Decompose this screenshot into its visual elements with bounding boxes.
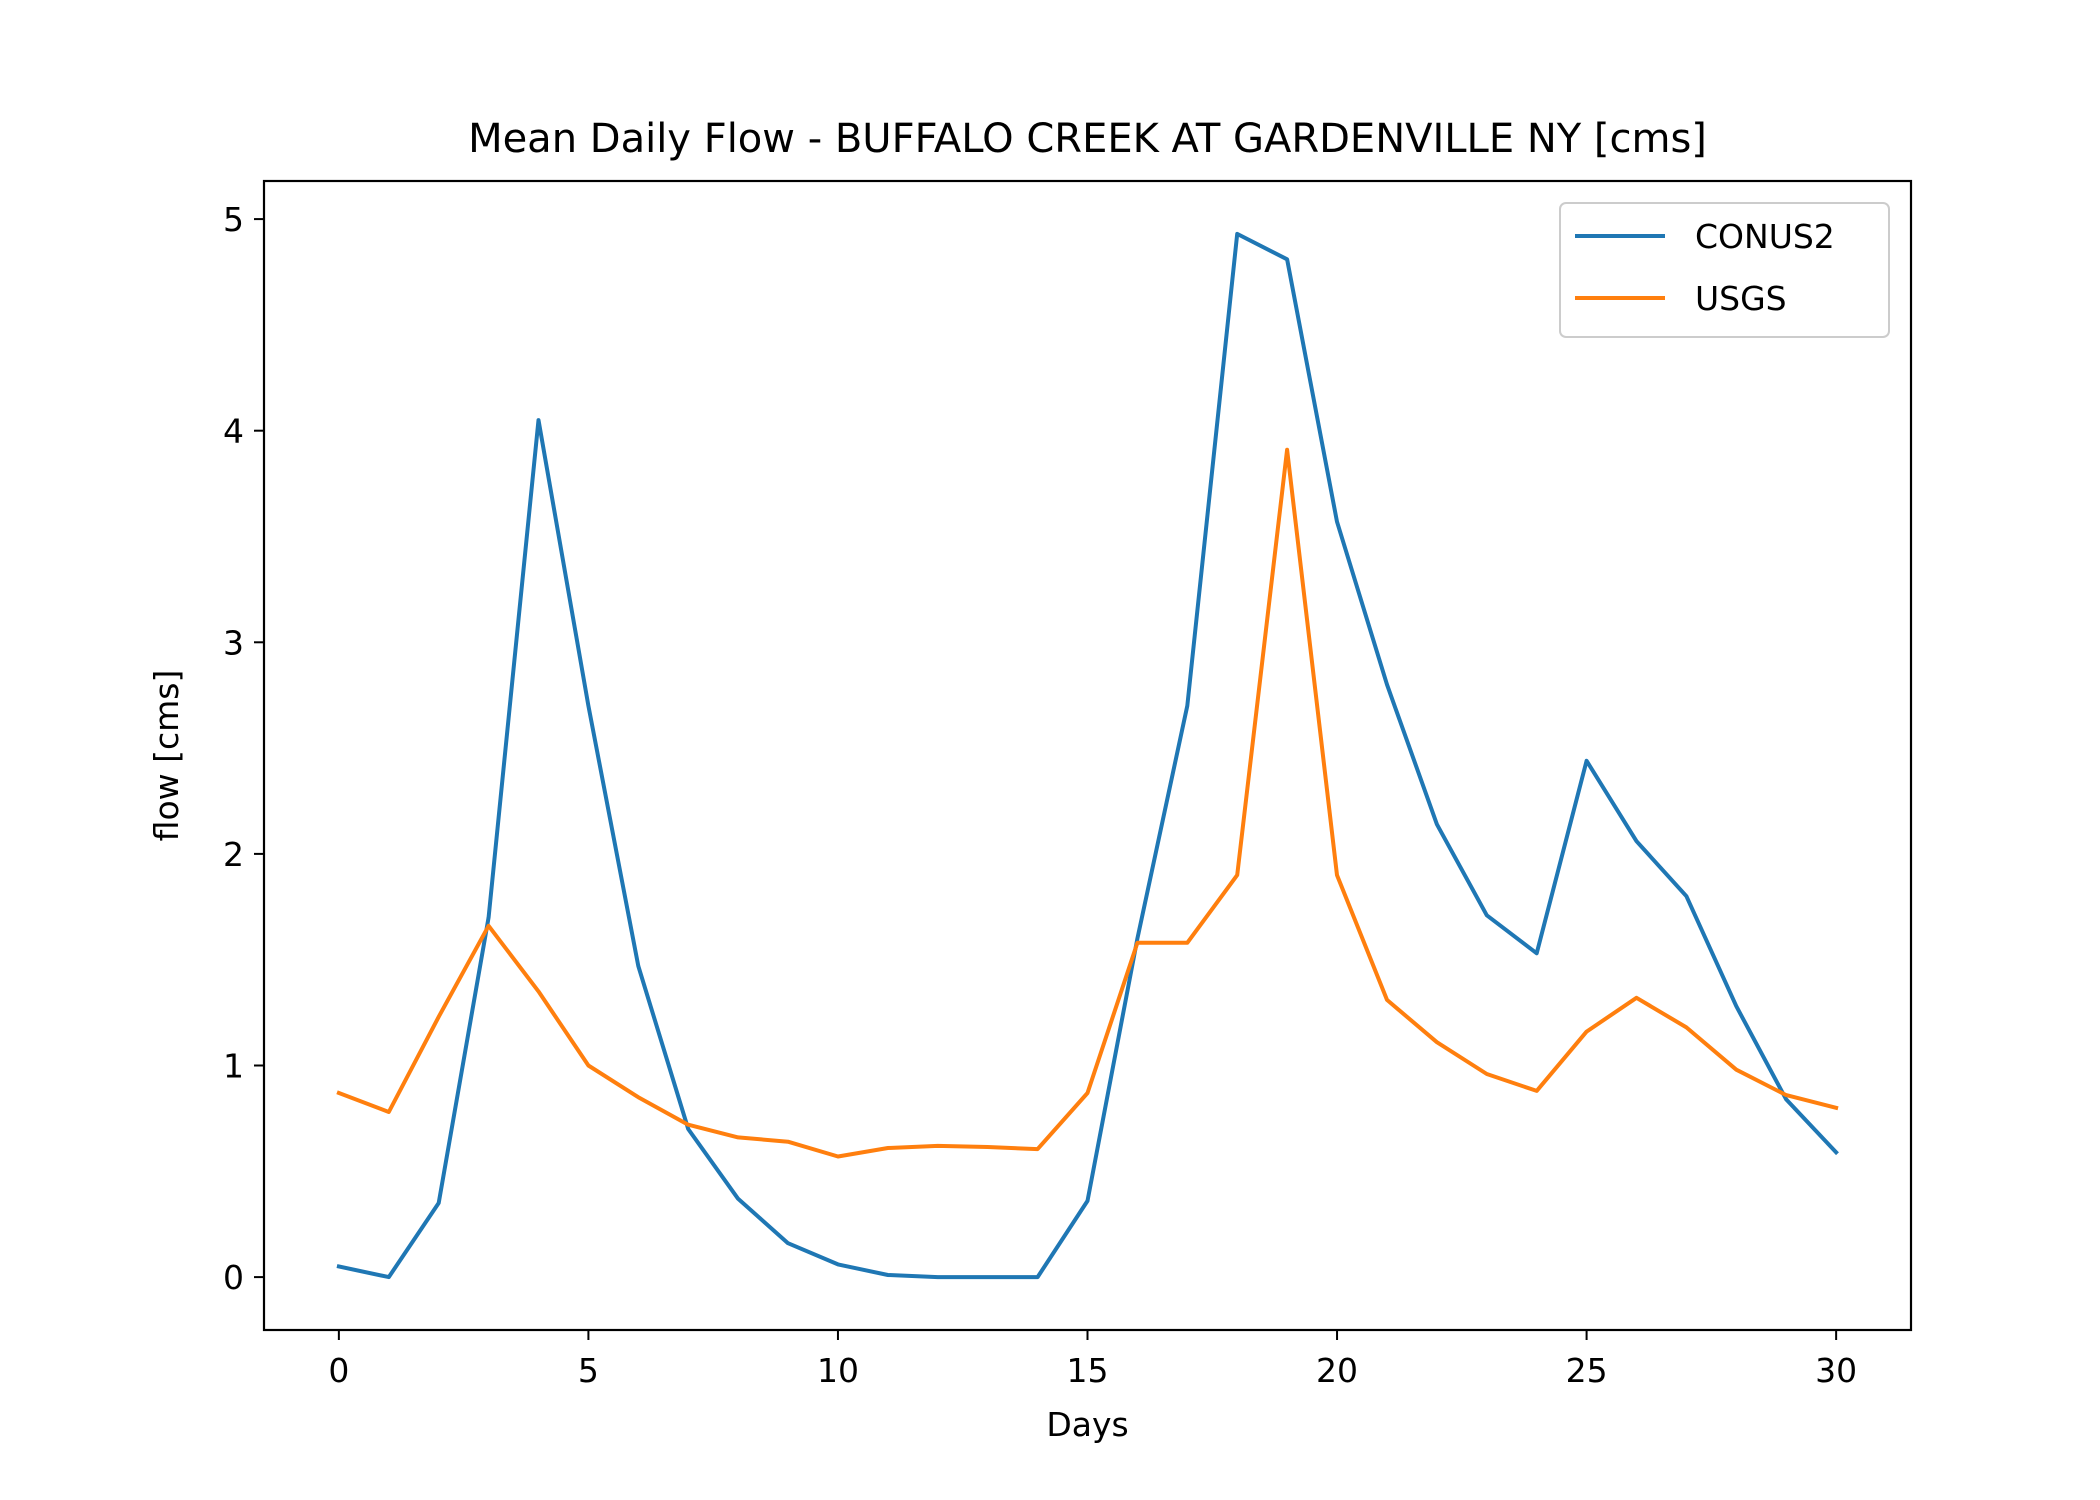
x-tick-label: 0 — [328, 1351, 349, 1390]
x-axis-label: Days — [1046, 1405, 1128, 1444]
y-tick-label: 1 — [223, 1046, 244, 1085]
y-tick-label: 2 — [223, 835, 244, 874]
x-tick-label: 30 — [1815, 1351, 1857, 1390]
x-tick-label: 25 — [1566, 1351, 1608, 1390]
x-tick-label: 20 — [1316, 1351, 1358, 1390]
y-tick-label: 0 — [223, 1258, 244, 1297]
series-line-usgs — [336, 447, 1839, 1159]
x-tick-label: 15 — [1067, 1351, 1109, 1390]
y-axis-label: flow [cms] — [147, 670, 186, 842]
chart-title: Mean Daily Flow - BUFFALO CREEK AT GARDE… — [468, 116, 1707, 162]
legend-label-conus2: CONUS2 — [1695, 217, 1835, 256]
y-axis: 0 1 2 3 4 5 — [223, 200, 264, 1297]
x-tick-label: 10 — [817, 1351, 859, 1390]
legend-label-usgs: USGS — [1695, 279, 1787, 318]
y-tick-label: 5 — [223, 200, 244, 239]
series-layer — [336, 231, 1839, 1280]
x-axis: 0 5 10 15 20 25 30 — [328, 1330, 1857, 1390]
series-line-conus2 — [336, 231, 1839, 1280]
y-tick-label: 4 — [223, 412, 244, 451]
x-tick-label: 5 — [578, 1351, 599, 1390]
legend: CONUS2 USGS — [1559, 202, 1890, 338]
y-tick-label: 3 — [223, 623, 244, 662]
